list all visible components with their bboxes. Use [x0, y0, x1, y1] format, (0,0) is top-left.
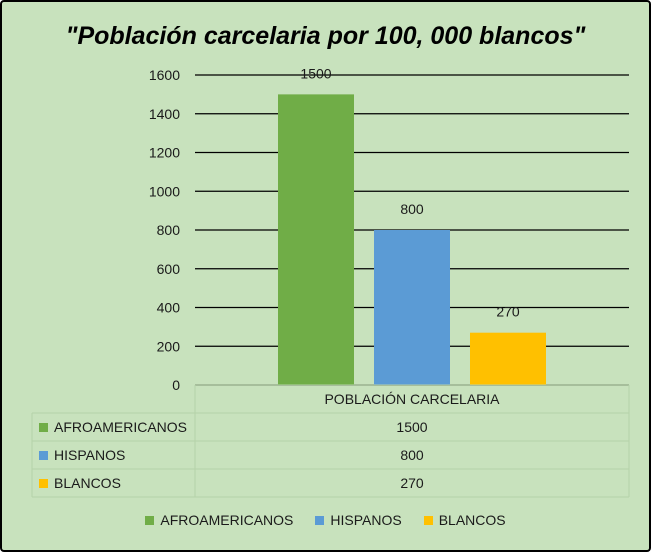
y-tick-label: 200 [157, 338, 181, 354]
legend-swatch [145, 515, 155, 525]
table-swatch [39, 423, 48, 432]
table-row-value: 800 [400, 447, 424, 463]
legend-item: AFROAMERICANOS [145, 512, 293, 528]
table-row-value: 270 [400, 475, 424, 491]
legend-label: AFROAMERICANOS [160, 512, 294, 528]
bar [278, 94, 354, 385]
chart-legend: AFROAMERICANOS HISPANOS BLANCOS [2, 512, 649, 528]
legend-swatch [315, 515, 325, 525]
legend-item: BLANCOS [423, 512, 506, 528]
table-swatch [39, 451, 48, 460]
data-label: 1500 [300, 65, 331, 81]
table-header: POBLACIÓN CARCELARIA [324, 391, 500, 407]
y-tick-label: 1400 [149, 106, 180, 122]
y-tick-label: 1600 [149, 67, 180, 83]
chart-title: "Población carcelaria por 100, 000 blanc… [65, 22, 586, 50]
bar [470, 332, 546, 385]
table-row-label: AFROAMERICANOS [54, 419, 187, 435]
data-label: 270 [496, 304, 520, 320]
y-tick-label: 800 [157, 222, 181, 238]
table-row-label: HISPANOS [54, 447, 125, 463]
legend-item: HISPANOS [315, 512, 402, 528]
data-label: 800 [400, 201, 424, 217]
y-tick-label: 1000 [149, 183, 180, 199]
y-tick-label: 0 [172, 377, 180, 393]
legend-label: BLANCOS [438, 512, 506, 528]
table-swatch [39, 479, 48, 488]
legend-label: HISPANOS [330, 512, 402, 528]
bar [374, 230, 450, 385]
table-row-label: BLANCOS [54, 475, 121, 491]
y-tick-label: 1200 [149, 145, 180, 161]
y-tick-label: 400 [157, 300, 181, 316]
legend-swatch [423, 515, 433, 525]
y-tick-label: 600 [157, 261, 181, 277]
table-row-value: 1500 [396, 419, 427, 435]
